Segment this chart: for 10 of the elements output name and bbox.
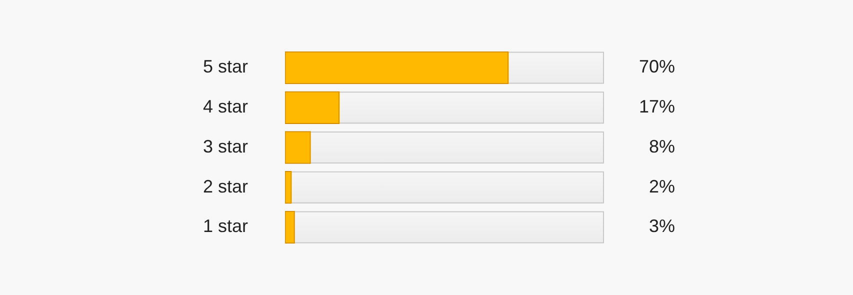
y-tick-label: 1 star	[202, 216, 248, 236]
y-tick-label: 2 star	[202, 176, 248, 196]
data-label: 2%	[648, 176, 675, 196]
y-tick-label: 4 star	[202, 96, 248, 117]
data-label: 8%	[648, 136, 675, 156]
y-tick-label: 3 star	[202, 136, 248, 156]
data-label: 3%	[648, 216, 675, 236]
y-tick-label: 5 star	[202, 56, 248, 77]
data-label: 17%	[638, 96, 675, 117]
data-label: 70%	[638, 56, 675, 77]
